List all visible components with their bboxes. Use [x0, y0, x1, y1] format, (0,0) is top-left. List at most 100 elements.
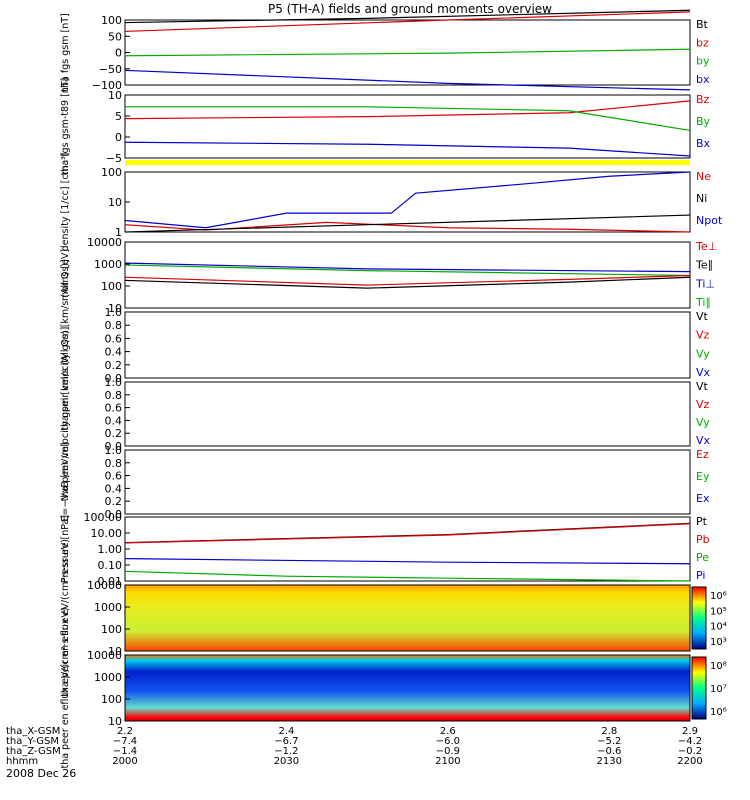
y-axis-label: density [1/cc] [cm⁻³] — [60, 153, 71, 252]
x-axis-value: −1.2 — [274, 746, 298, 757]
colorbar-tick-label: 10⁸ — [710, 661, 727, 672]
x-axis-value: 2000 — [112, 756, 137, 767]
y-tick-label: 10 — [108, 89, 122, 102]
series-line — [124, 221, 691, 233]
y-tick-label: 10.00 — [91, 527, 123, 540]
panel-8: 100.00 10.00 1.00 0.10 0.01 Pressure [nPa] Pt P… — [60, 511, 710, 588]
legend-label: Vy — [696, 347, 710, 360]
legend-label: Bt — [696, 18, 709, 31]
y-tick-label: 5 — [115, 110, 122, 123]
x-axis-value: 2100 — [435, 756, 460, 767]
x-axis-value: −6.0 — [436, 736, 460, 747]
series-line — [124, 48, 691, 57]
x-axis-value: −7.4 — [113, 736, 137, 747]
colorbar-tick-label: 10⁶ — [710, 707, 727, 718]
x-axis-row-label: tha_X-GSM — [6, 726, 60, 737]
colorbar-tick-label: 10⁶ — [710, 591, 727, 602]
y-tick-label: 0.4 — [105, 346, 123, 359]
legend-label: by — [696, 55, 710, 68]
separator-bar — [125, 160, 690, 165]
colorbar-tick-label: 10⁴ — [710, 622, 727, 633]
y-tick-label: 0.0 — [105, 440, 123, 453]
legend-label: By — [696, 115, 711, 128]
panel-3: 100 10 1 density [1/cc] [cm⁻³] Ne Ni Npot — [60, 153, 723, 252]
panel-frame — [124, 19, 691, 86]
y-axis-label: Pressure [nPa] — [60, 515, 71, 583]
series-line — [124, 276, 691, 289]
y-tick-label: 0.2 — [105, 359, 123, 372]
x-axis-row-label: tha_Y-GSM — [6, 736, 59, 747]
panel-frame — [124, 94, 691, 159]
y-tick-label: 1 — [115, 226, 122, 239]
legend-label: Pt — [696, 515, 708, 528]
y-axis-label: tha fgs gsm [nT] — [60, 13, 71, 91]
y-tick-label: 0.6 — [105, 402, 123, 415]
y-tick-label: 10000 — [87, 579, 122, 592]
x-axis-value: −5.2 — [597, 736, 621, 747]
series-line — [125, 106, 691, 132]
legend-label: Pb — [696, 533, 710, 546]
y-tick-label: 10000 — [87, 236, 122, 249]
legend-label: Vt — [696, 380, 709, 393]
y-tick-label: 10 — [108, 302, 122, 315]
panel-frame — [124, 449, 691, 515]
x-axis-value: −4.2 — [678, 736, 702, 747]
x-axis-value: −6.7 — [274, 736, 298, 747]
y-tick-label: 0.2 — [105, 495, 123, 508]
y-tick-label: 10000 — [87, 649, 122, 662]
legend-label: bx — [696, 73, 710, 86]
legend-label: Ti∥ — [695, 296, 711, 309]
y-tick-label: −50 — [99, 63, 122, 76]
legend-label: Vz — [696, 329, 710, 342]
x-axis-value: 2200 — [677, 756, 702, 767]
panel-4: 10000 1000 100 10 moms [eV] Te⊥ Te∥ Ti⊥ Ti∥ — [60, 236, 717, 315]
colorbar-tick-label: 10⁵ — [710, 606, 727, 617]
panel-frame — [124, 654, 691, 722]
series-line — [124, 11, 691, 32]
x-axis-value: −1.4 — [113, 746, 137, 757]
panel-frame — [124, 311, 691, 379]
series-line — [124, 171, 691, 229]
x-axis-value: −0.6 — [597, 746, 621, 757]
legend-label: Te⊥ — [695, 240, 717, 253]
series-line — [124, 141, 691, 157]
legend-label: Ex — [696, 492, 710, 505]
y-axis-label: moms [eV] — [60, 249, 71, 301]
x-axis-value: −0.2 — [678, 746, 702, 757]
series-line — [124, 214, 691, 233]
x-axis-value: 2.9 — [682, 726, 698, 737]
series-line — [124, 570, 691, 582]
y-tick-label: 1000 — [94, 258, 122, 271]
y-tick-label: 0.6 — [105, 470, 123, 483]
y-tick-label: 0.8 — [105, 457, 123, 470]
panel-frame — [124, 241, 691, 309]
y-axis-label: tha fgs gsm-t89 [nT] — [60, 78, 71, 176]
y-tick-label: −100 — [92, 79, 122, 92]
legend-label: Ne — [696, 170, 711, 183]
panel-9: 10⁶ 10⁵ 10⁴ 10³ 10000 1000 100 10 tha peir en ef… — [60, 539, 727, 697]
legend-label: Ni — [696, 192, 707, 205]
colorbar — [691, 586, 707, 650]
series-line — [124, 262, 691, 273]
y-tick-label: 1000 — [94, 601, 122, 614]
legend-label: Vy — [696, 416, 710, 429]
legend-label: Ti⊥ — [695, 277, 715, 290]
y-tick-label: 10 — [108, 715, 122, 728]
series-line — [124, 100, 691, 120]
panel-1: 100 50 0 −50 −100 tha fgs gsm [nT] Bt bz by bx — [60, 9, 710, 92]
y-tick-label: 1.0 — [105, 306, 123, 319]
series-line — [124, 264, 691, 277]
legend-label: Npot — [696, 214, 723, 227]
y-tick-label: 100.00 — [84, 511, 123, 524]
x-axis-value: −0.9 — [436, 746, 460, 757]
y-tick-label: 0.6 — [105, 332, 123, 345]
y-tick-label: 0.8 — [105, 389, 123, 402]
panel-10: 10⁸ 10⁷ 10⁶ 10000 1000 100 10 tha peer en eflux… — [60, 607, 727, 768]
series-line — [124, 522, 691, 544]
y-tick-label: 10 — [108, 645, 122, 658]
y-tick-label: 1000 — [94, 671, 122, 684]
